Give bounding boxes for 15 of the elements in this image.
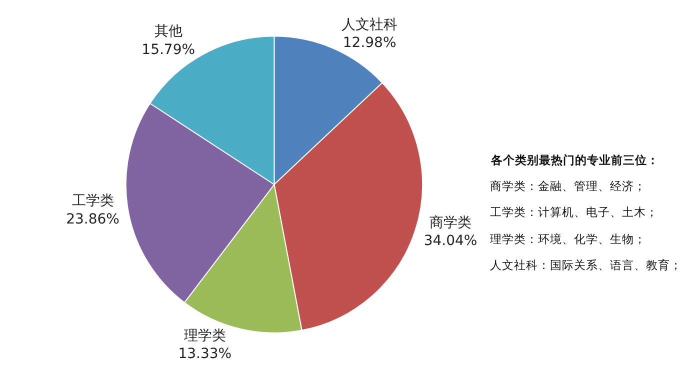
text: 商学类：金融、管理、经济； [490,179,646,193]
slice-label: 理学类 [184,328,226,344]
slice-label: 工学类 [72,193,114,210]
data-label: 13.33% [178,346,232,362]
data-label: 23.86% [66,211,120,228]
text: 工学类：计算机、电子、土木； [490,205,658,219]
text: 理学类：环境、化学、生物； [490,232,646,246]
text: 人文社科：国际关系、语言、教育； [490,258,682,272]
slice-label: 商学类 [430,214,472,231]
slice-label: 其他 [154,24,182,40]
data-label: 12.98% [342,35,396,52]
slice-label: 人文社科 [342,16,398,33]
data-label: 34.04% [424,233,478,250]
data-label: 15.79% [142,42,196,58]
text: 各个类别最热门的专业前三位： [490,153,659,167]
